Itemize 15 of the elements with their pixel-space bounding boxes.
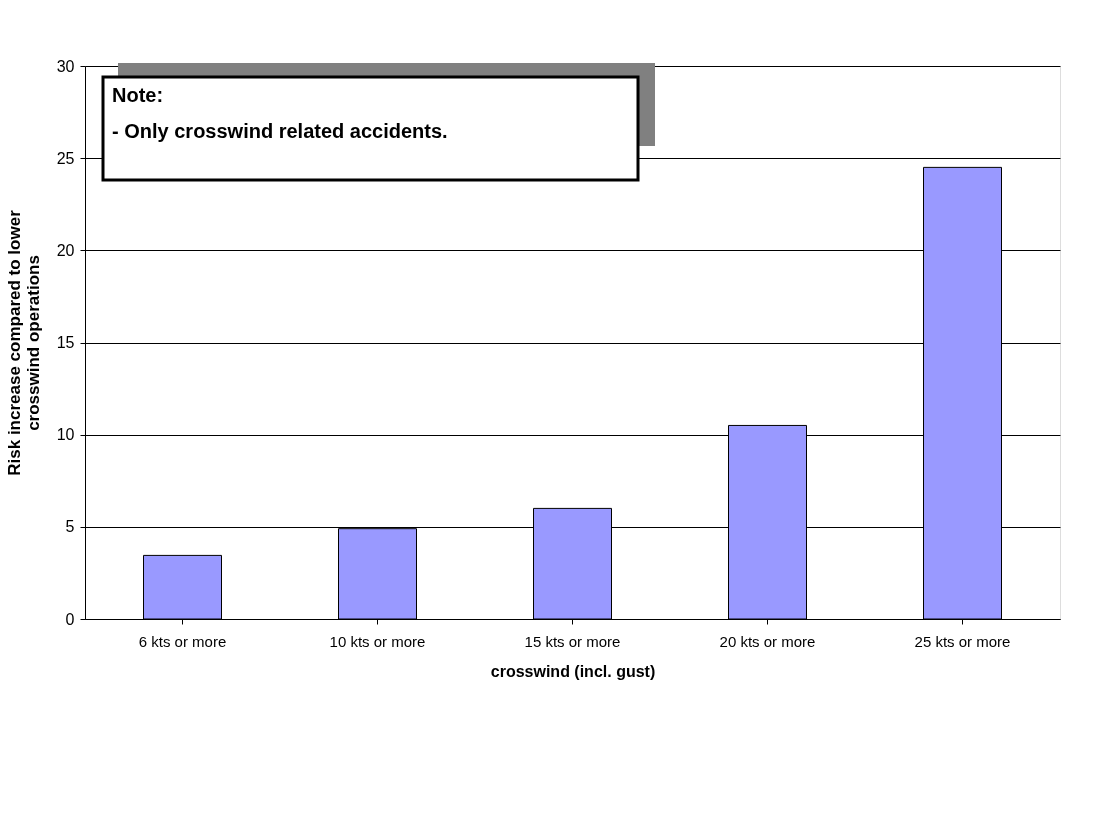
x-tick-label: 10 kts or more xyxy=(329,632,426,650)
x-tick-label: 25 kts or more xyxy=(914,632,1011,650)
y-tick-label: 25 xyxy=(56,149,75,167)
y-tick-label: 20 xyxy=(56,241,75,259)
y-tick-label: 15 xyxy=(56,334,75,351)
annotation: Note: - Only crosswind related accidents. xyxy=(112,84,448,142)
y-tick-label: 30 xyxy=(56,57,75,75)
y-tick-label: 0 xyxy=(65,610,75,628)
x-tick-label: 20 kts or more xyxy=(719,632,816,650)
y-tick-label: 10 xyxy=(56,426,75,444)
x-tick-label: 15 kts or more xyxy=(524,632,621,650)
y-axis-title: Risk increase compared to lower crosswind operations xyxy=(4,209,43,476)
y-tick-label: 5 xyxy=(65,518,75,536)
x-tick-label: 6 kts or more xyxy=(138,632,227,650)
x-axis-title: crosswind (incl. gust) xyxy=(490,662,656,680)
